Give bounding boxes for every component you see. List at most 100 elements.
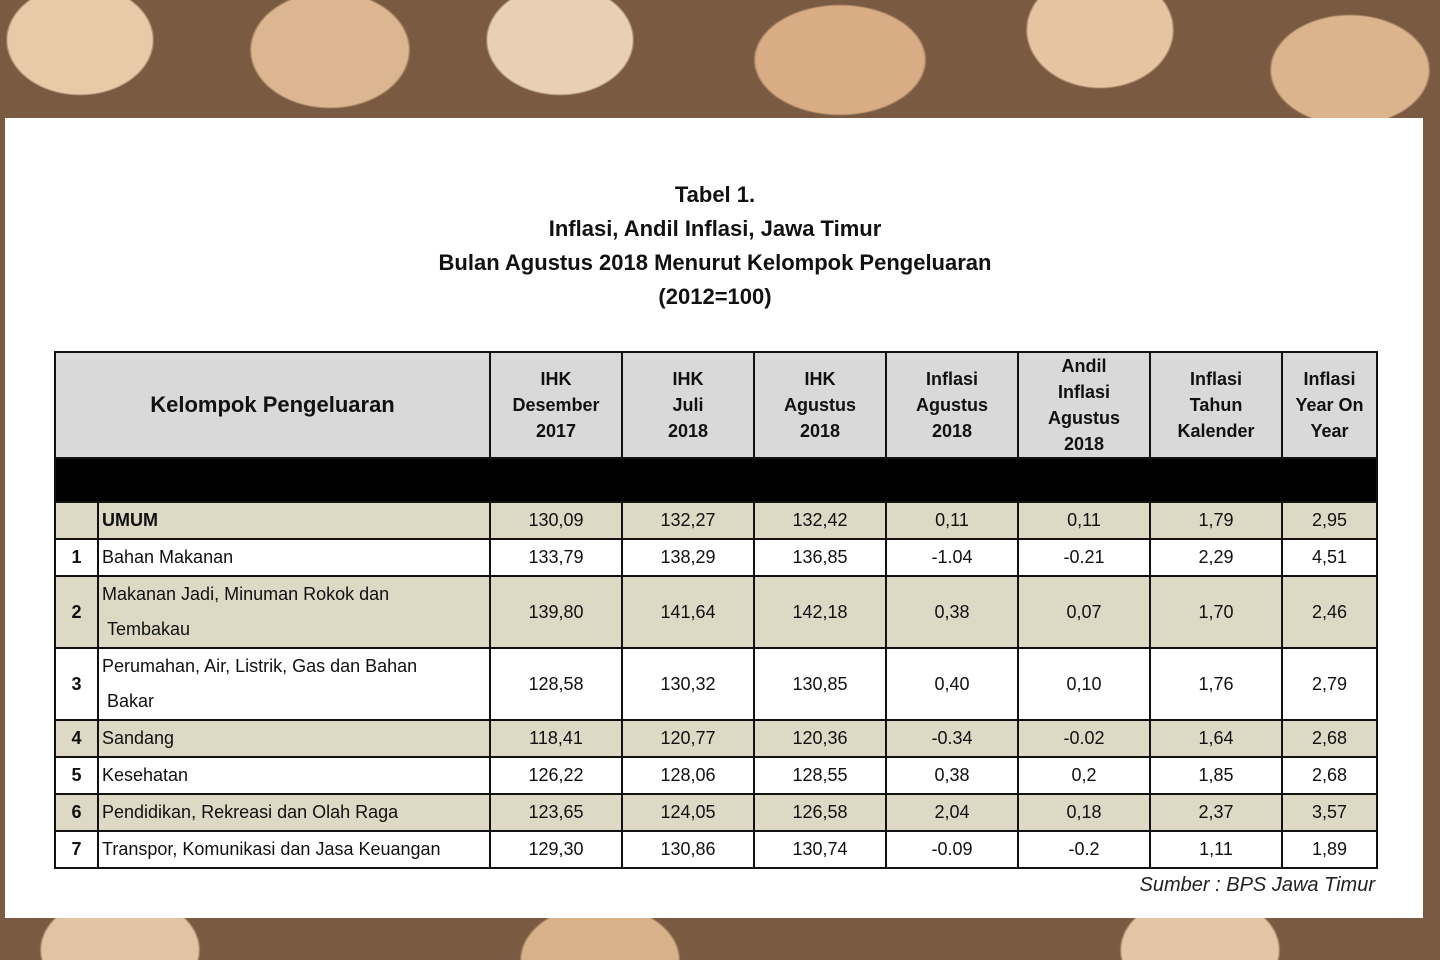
cell-line: Pendidikan, Rekreasi dan Olah Raga — [102, 802, 399, 822]
value-cell: 2,68 — [1281, 719, 1378, 758]
header-cell: IHK Desember 2017 — [489, 351, 623, 459]
value-cell: 142,18 — [753, 575, 887, 649]
header-cell: Inflasi Agustus 2018 — [885, 351, 1019, 459]
value-cell: -0.2 — [1017, 830, 1151, 869]
value-cell: -1.04 — [885, 538, 1019, 577]
value-cell: 120,36 — [753, 719, 887, 758]
value-cell: 1,89 — [1281, 830, 1378, 869]
value-cell: 2,79 — [1281, 647, 1378, 721]
value-cell: 0,2 — [1017, 756, 1151, 795]
row-name: Kesehatan — [97, 756, 491, 795]
cell-line: Tahun — [1189, 395, 1243, 415]
value-cell: 130,85 — [753, 647, 887, 721]
cell-line: Makanan Jadi, Minuman Rokok dan — [102, 584, 390, 604]
row-number: 7 — [54, 830, 99, 869]
cell-line: 2018 — [667, 421, 709, 441]
value-cell: 0,38 — [885, 575, 1019, 649]
cell-line: 2017 — [535, 421, 577, 441]
row-number — [54, 501, 99, 540]
value-cell: 128,58 — [489, 647, 623, 721]
cell-line: 2018 — [931, 421, 973, 441]
cell-line: IHK — [540, 369, 572, 389]
row-name: Bahan Makanan — [97, 538, 491, 577]
value-cell: 0,07 — [1017, 575, 1151, 649]
value-cell: 138,29 — [621, 538, 755, 577]
title-line: Tabel 1. — [674, 182, 756, 207]
value-cell: 2,04 — [885, 793, 1019, 832]
header-cell: Inflasi Tahun Kalender — [1149, 351, 1283, 459]
cell-line: UMUM — [102, 510, 158, 530]
value-cell: 120,77 — [621, 719, 755, 758]
row-number: 6 — [54, 793, 99, 832]
row-number: 2 — [54, 575, 99, 649]
cell-line: Year On — [1295, 395, 1364, 415]
row-name: Transpor, Komunikasi dan Jasa Keuangan — [97, 830, 491, 869]
row-name: Pendidikan, Rekreasi dan Olah Raga — [97, 793, 491, 832]
cell-line: IHK — [672, 369, 704, 389]
value-cell: 141,64 — [621, 575, 755, 649]
cell-line: 2018 — [1063, 434, 1105, 454]
value-cell: 2,46 — [1281, 575, 1378, 649]
cell-line: Inflasi — [1303, 369, 1356, 389]
value-cell: 128,06 — [621, 756, 755, 795]
row-name: Sandang — [97, 719, 491, 758]
value-cell: -0.34 — [885, 719, 1019, 758]
table-row: 4 Sandang 118,41 120,77 120,36 -0.34 -0.02 1,64… — [54, 719, 1378, 758]
value-cell: 132,27 — [621, 501, 755, 540]
table-row: 3 Perumahan, Air, Listrik, Gas dan Bahan B… — [54, 647, 1378, 721]
row-name: Makanan Jadi, Minuman Rokok dan Tembakau — [97, 575, 491, 649]
header-cell: Andil Inflasi Agustus 2018 — [1017, 351, 1151, 459]
value-cell: -0.02 — [1017, 719, 1151, 758]
cell-line: Kalender — [1177, 421, 1255, 441]
cell-line: Perumahan, Air, Listrik, Gas dan Bahan — [102, 656, 418, 676]
panel: Tabel 1. Inflasi, Andil Inflasi, Jawa Ti… — [5, 118, 1423, 918]
cell-line: Kesehatan — [102, 765, 189, 785]
separator-row — [54, 457, 1378, 503]
header-cell: Kelompok Pengeluaran — [54, 351, 491, 459]
row-name: UMUM — [97, 501, 491, 540]
value-cell: 0,10 — [1017, 647, 1151, 721]
value-cell: -0.21 — [1017, 538, 1151, 577]
cell-line: Agustus — [916, 395, 988, 415]
value-cell: 1,70 — [1149, 575, 1283, 649]
header-cell: Inflasi Year On Year — [1281, 351, 1378, 459]
value-cell: 2,29 — [1149, 538, 1283, 577]
row-number: 4 — [54, 719, 99, 758]
cell-line: Agustus — [1048, 408, 1120, 428]
table-row: 6 Pendidikan, Rekreasi dan Olah Raga 123,6… — [54, 793, 1378, 832]
cell-line: Tembakau — [107, 619, 191, 639]
value-cell: 139,80 — [489, 575, 623, 649]
value-cell: 0,18 — [1017, 793, 1151, 832]
value-cell: 130,74 — [753, 830, 887, 869]
value-cell: 1,11 — [1149, 830, 1283, 869]
title-line: (2012=100) — [658, 284, 772, 309]
cell-line: Agustus — [784, 395, 856, 415]
cell-line: Inflasi — [925, 369, 978, 389]
value-cell: -0.09 — [885, 830, 1019, 869]
cell-line: Juli — [672, 395, 704, 415]
row-number: 3 — [54, 647, 99, 721]
value-cell: 132,42 — [753, 501, 887, 540]
value-cell: 2,37 — [1149, 793, 1283, 832]
value-cell: 136,85 — [753, 538, 887, 577]
value-cell: 128,55 — [753, 756, 887, 795]
value-cell: 1,85 — [1149, 756, 1283, 795]
value-cell: 123,65 — [489, 793, 623, 832]
table-row: 7 Transpor, Komunikasi dan Jasa Keuangan 1… — [54, 830, 1378, 869]
value-cell: 0,40 — [885, 647, 1019, 721]
table-row: 1 Bahan Makanan 133,79 138,29 136,85 -1.04 -0.… — [54, 538, 1378, 577]
cell-line: Sandang — [102, 728, 175, 748]
value-cell: 0,38 — [885, 756, 1019, 795]
table: Kelompok Pengeluaran IHK Desember 2017 IHK Ju… — [54, 351, 1378, 869]
value-cell: 2,95 — [1281, 501, 1378, 540]
header-cell: IHK Agustus 2018 — [753, 351, 887, 459]
value-cell: 1,79 — [1149, 501, 1283, 540]
value-cell: 0,11 — [885, 501, 1019, 540]
value-cell: 129,30 — [489, 830, 623, 869]
value-cell: 133,79 — [489, 538, 623, 577]
value-cell: 0,11 — [1017, 501, 1151, 540]
separator-cell — [54, 457, 1378, 503]
header-row: Kelompok Pengeluaran IHK Desember 2017 IHK Ju… — [54, 351, 1378, 459]
table-row: 2 Makanan Jadi, Minuman Rokok dan Tembakau… — [54, 575, 1378, 649]
